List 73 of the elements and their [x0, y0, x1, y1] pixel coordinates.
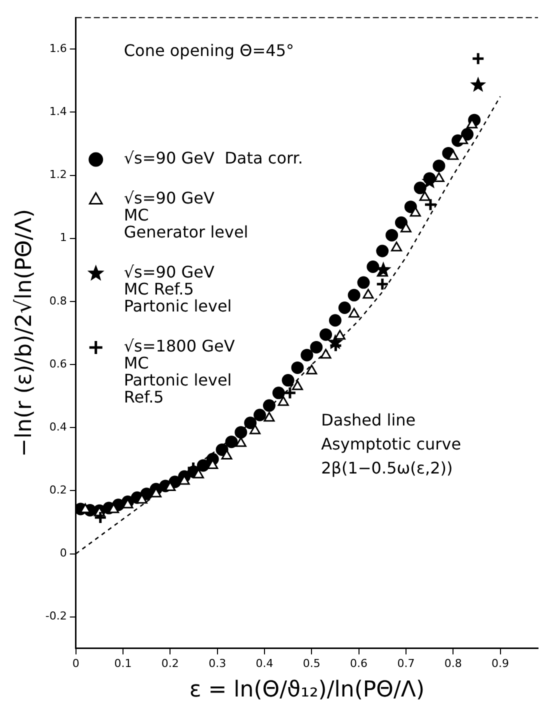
point	[400, 222, 412, 232]
point	[471, 52, 485, 66]
point	[292, 380, 304, 390]
point	[414, 182, 426, 194]
point	[424, 198, 438, 212]
annotation: Dashed line Asymptotic curve 2β(1−0.5ω(ε,2))	[321, 410, 462, 478]
point	[432, 160, 446, 172]
point	[386, 228, 398, 242]
point	[394, 216, 408, 229]
point	[433, 172, 444, 182]
x-tick-label: 0.9	[492, 656, 510, 670]
y-axis-title: −ln(r (ε)/b)/2√ln(PΘ/Λ)	[12, 209, 37, 457]
point	[391, 242, 402, 252]
y-tick-label: 1.4	[49, 105, 67, 118]
y-tick-label: 1	[60, 231, 67, 244]
point	[320, 328, 332, 341]
point	[376, 244, 389, 258]
x-tick-label: 0.5	[302, 656, 320, 670]
point	[244, 416, 257, 430]
x-tick-label: 0.3	[208, 656, 226, 670]
point	[234, 426, 248, 439]
x-axis-title: ε = ln(Θ/ϑ₁₂)/ln(PΘ/Λ)	[189, 678, 425, 703]
x-tick-label: 0.1	[114, 656, 132, 670]
point	[320, 348, 332, 359]
point	[362, 288, 374, 299]
point	[448, 150, 459, 160]
x-tick-label: 0.7	[397, 656, 415, 670]
x-tick-label: 0.6	[350, 656, 368, 670]
point	[338, 302, 351, 314]
point	[94, 510, 108, 524]
point	[254, 408, 266, 422]
point	[376, 277, 390, 291]
point	[366, 260, 380, 274]
y-tick-label: 1.6	[49, 42, 67, 55]
y-tick-label: 0.4	[49, 420, 67, 434]
point	[357, 276, 370, 289]
legend-label: √s=90 GeV Data corr.	[124, 148, 303, 168]
point	[410, 206, 421, 217]
x-tick-label: 0.8	[444, 656, 462, 670]
point	[404, 200, 417, 214]
point	[221, 450, 232, 460]
point	[235, 437, 246, 447]
point	[264, 412, 275, 422]
annotation: Cone opening Θ=45°	[124, 40, 294, 60]
y-tick-label: 1.2	[49, 168, 67, 182]
point	[272, 386, 285, 400]
point	[300, 348, 314, 362]
point	[348, 308, 360, 318]
x-tick-label: 0.4	[256, 656, 274, 670]
point	[291, 361, 304, 374]
y-tick-label: 0.2	[49, 484, 67, 497]
point	[225, 436, 238, 448]
y-tick-label: 0	[60, 546, 67, 560]
x-tick-label: 0	[72, 656, 80, 670]
y-tick-label: -0.2	[45, 610, 67, 623]
point	[306, 364, 318, 374]
point	[376, 262, 390, 276]
point	[419, 191, 430, 201]
point	[328, 314, 342, 327]
point	[250, 424, 261, 434]
legend-label: √s=1800 GeV MC Partonic level Ref.5	[124, 336, 235, 407]
point	[348, 288, 360, 302]
legend-label: √s=90 GeV MC Generator level	[124, 188, 248, 242]
point	[278, 396, 289, 406]
y-tick-label: 0.8	[49, 294, 67, 308]
point	[262, 399, 276, 412]
y-tick-label: 0.6	[49, 357, 67, 370]
x-tick-label: 0.2	[161, 656, 179, 670]
point	[283, 386, 297, 400]
point	[282, 374, 294, 387]
point	[470, 78, 486, 92]
point	[310, 340, 323, 354]
legend-label: √s=90 GeV MC Ref.5 Partonic level	[124, 262, 232, 316]
